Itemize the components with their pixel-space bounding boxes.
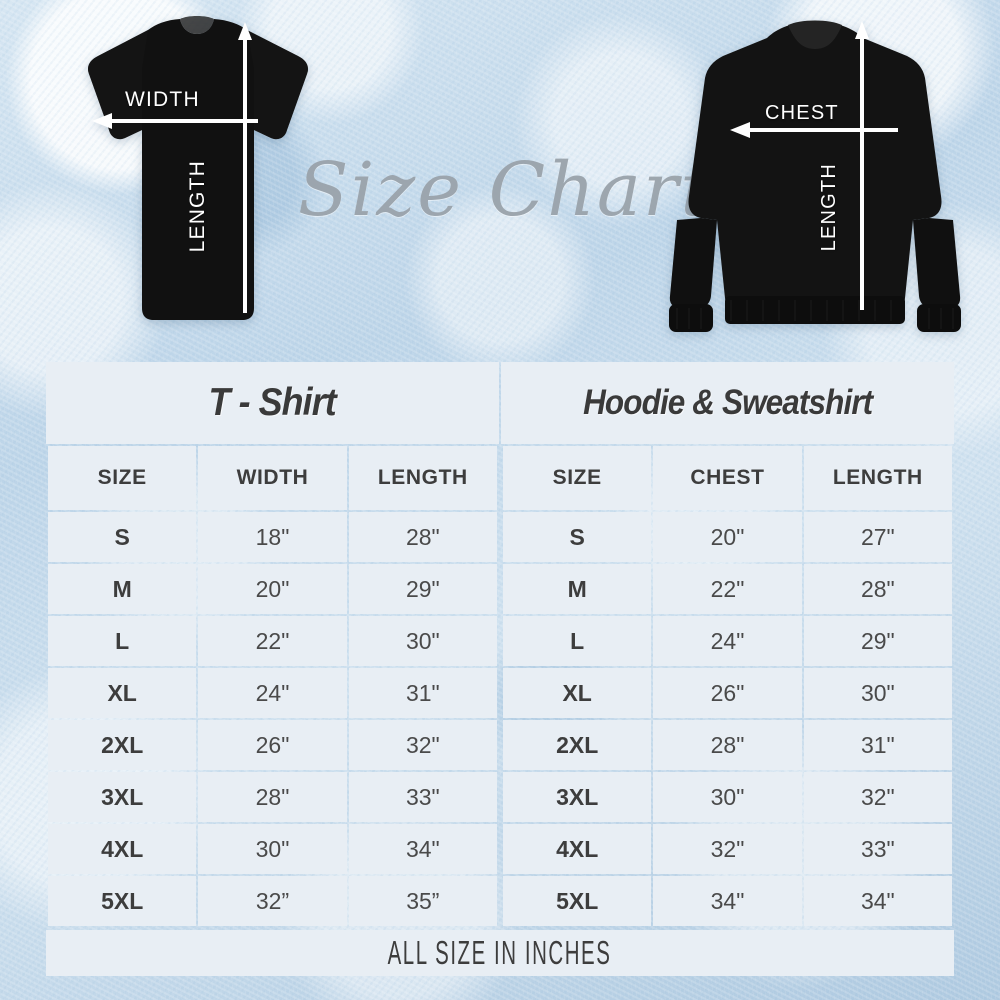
measurement-cell: 24" [653,616,802,666]
measurement-cell: 34" [653,876,802,926]
column-header-size: SIZE [503,446,652,510]
t-shirt-size-table: SIZE WIDTH LENGTH S 18" 28" M 20" 29" L 22" 30" X… [46,444,499,928]
table-row: XL 24" 31" [48,668,497,718]
length-arrowhead-up [855,21,869,39]
measurement-cell: 31" [348,668,497,718]
table-row: L 22" 30" [48,616,497,666]
size-label-cell: 3XL [48,772,197,822]
table-row: S 18" 28" [48,512,497,562]
table-row: 2XL 26" 32" [48,720,497,770]
measurement-cell: 28" [653,720,802,770]
measurement-cell: 20" [198,564,347,614]
column-header-chest: CHEST [653,446,802,510]
column-header-width: WIDTH [198,446,347,510]
column-header-size: SIZE [48,446,197,510]
hoodie-title-text: Hoodie & Sweatshirt [582,383,873,422]
size-label-cell: 5XL [503,876,652,926]
measurement-cell: 28" [198,772,347,822]
table-row: 4XL 32" 33" [503,824,952,874]
measurement-cell: 22" [653,564,802,614]
column-header-length: LENGTH [348,446,497,510]
measurement-cell: 26" [198,720,347,770]
chest-arrowhead-left [730,122,750,138]
measurement-cell: 26" [653,668,802,718]
measurement-cell: 27" [803,512,952,562]
size-label-cell: S [503,512,652,562]
size-label-cell: S [48,512,197,562]
size-chart-watermark: Size Chart [297,147,713,233]
table-row: L 24" 29" [503,616,952,666]
measurement-cell: 32" [803,772,952,822]
all-size-in-inches-footer: ALL SIZE IN INCHES [46,930,954,976]
measurement-cell: 28" [348,512,497,562]
hoodie-sweatshirt-illustration [655,8,975,348]
measurement-cell: 34" [803,876,952,926]
measurement-cell: 30" [803,668,952,718]
measurement-cell: 30" [653,772,802,822]
size-label-cell: 4XL [503,824,652,874]
measurement-cell: 24" [198,668,347,718]
size-label-cell: XL [503,668,652,718]
size-chart-panels: T - Shirt SIZE WIDTH LENGTH S 18" 28" M 20" 2… [46,362,954,928]
measurement-cell: 35” [348,876,497,926]
hoodie-table-title: Hoodie & Sweatshirt [501,362,954,444]
size-label-cell: 3XL [503,772,652,822]
measurement-cell: 32" [348,720,497,770]
size-label-cell: 2XL [503,720,652,770]
table-row: XL 26" 30" [503,668,952,718]
hoodie-size-table: SIZE CHEST LENGTH S 20" 27" M 22" 28" L 24" 29" X… [501,444,954,928]
measurement-cell: 33" [803,824,952,874]
size-label-cell: M [503,564,652,614]
table-row: 4XL 30" 34" [48,824,497,874]
table-row: M 22" 28" [503,564,952,614]
measurement-cell: 28" [803,564,952,614]
size-label-cell: 2XL [48,720,197,770]
measurement-cell: 33" [348,772,497,822]
t-shirt-table-title: T - Shirt [46,362,499,444]
measurement-cell: 32” [198,876,347,926]
t-shirt-title-text: T - Shirt [208,381,337,424]
size-label-cell: XL [48,668,197,718]
t-shirt-illustration [30,8,340,348]
table-header-row: SIZE CHEST LENGTH [503,446,952,510]
measurement-cell: 20" [653,512,802,562]
table-row: 2XL 28" 31" [503,720,952,770]
size-label-cell: L [503,616,652,666]
table-row: 3XL 28" 33" [48,772,497,822]
width-arrowhead-left [92,113,112,129]
measurement-cell: 34" [348,824,497,874]
measurement-cell: 29" [348,564,497,614]
table-row: 3XL 30" 32" [503,772,952,822]
t-shirt-body [88,16,308,320]
table-row: M 20" 29" [48,564,497,614]
measurement-cell: 18" [198,512,347,562]
footer-text: ALL SIZE IN INCHES [388,934,612,971]
measurement-cell: 30" [348,616,497,666]
size-label-cell: 5XL [48,876,197,926]
table-row: 5XL 34" 34" [503,876,952,926]
length-arrowhead-up [238,22,252,40]
table-header-row: SIZE WIDTH LENGTH [48,446,497,510]
measurement-cell: 30" [198,824,347,874]
size-label-cell: 4XL [48,824,197,874]
table-row: S 20" 27" [503,512,952,562]
sweatshirt-measure-lines [743,36,898,310]
column-header-length: LENGTH [803,446,952,510]
t-shirt-panel: T - Shirt SIZE WIDTH LENGTH S 18" 28" M 20" 2… [46,362,499,928]
size-chart-table-area: T - Shirt SIZE WIDTH LENGTH S 18" 28" M 20" 2… [46,362,954,976]
measurement-cell: 22" [198,616,347,666]
size-label-cell: M [48,564,197,614]
sweatshirt-body [669,20,961,332]
measurement-cell: 29" [803,616,952,666]
size-label-cell: L [48,616,197,666]
measurement-cell: 31" [803,720,952,770]
t-shirt-measure-lines [105,38,258,313]
table-row: 5XL 32” 35” [48,876,497,926]
measurement-cell: 32" [653,824,802,874]
